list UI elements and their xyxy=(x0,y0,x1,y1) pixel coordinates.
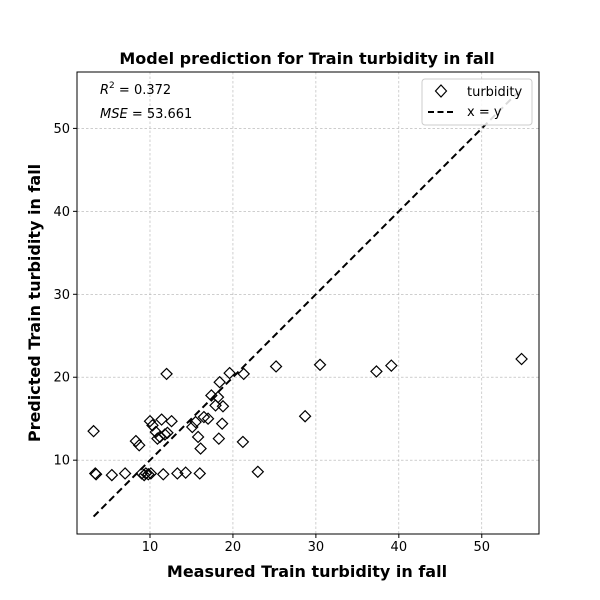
data-point xyxy=(251,465,265,479)
r2-symbol: R xyxy=(100,83,109,98)
r2-value: = 0.372 xyxy=(115,83,171,98)
data-point xyxy=(89,467,103,481)
ticks: 10 20 30 40 50 10 20 30 40 50 xyxy=(53,122,490,555)
data-point xyxy=(179,466,193,479)
data-point xyxy=(385,359,398,372)
data-point xyxy=(197,410,211,424)
data-point xyxy=(118,467,132,480)
x-tick-label: 10 xyxy=(142,540,159,555)
r2-annotation: R2 = 0.372 xyxy=(100,81,171,98)
data-point xyxy=(189,415,202,429)
x-axis-label: Measured Train turbidity in fall xyxy=(167,562,447,581)
data-point xyxy=(156,467,170,481)
data-point xyxy=(223,366,236,380)
y-tick-label: 20 xyxy=(53,371,70,386)
mse-annotation: MSE = 53.661 xyxy=(100,107,192,122)
data-point xyxy=(87,424,100,438)
identity-line xyxy=(92,87,523,518)
r2-superscript: 2 xyxy=(109,81,115,91)
data-point xyxy=(212,432,226,445)
data-point xyxy=(155,413,168,426)
data-point xyxy=(215,417,229,431)
x-tick-label: 30 xyxy=(308,540,325,555)
data-point xyxy=(139,467,153,480)
data-point xyxy=(236,435,250,449)
data-point xyxy=(132,438,146,452)
y-tick-label: 10 xyxy=(53,454,70,469)
legend-label-identity: x = y xyxy=(467,105,502,120)
data-point xyxy=(370,365,383,378)
data-point xyxy=(205,389,218,402)
legend-box xyxy=(421,78,533,126)
legend: turbidity x = y xyxy=(421,78,533,126)
grid xyxy=(77,72,539,534)
data-point xyxy=(193,467,207,480)
data-point xyxy=(216,399,230,413)
chart-title: Model prediction for Train turbidity in … xyxy=(119,49,494,68)
x-tick-label: 40 xyxy=(391,540,408,555)
y-axis-label: Predicted Train turbidity in fall xyxy=(25,164,44,442)
data-point xyxy=(161,426,174,440)
y-tick-label: 30 xyxy=(53,288,70,303)
x-tick-label: 50 xyxy=(473,540,490,555)
data-point xyxy=(237,367,251,381)
data-point xyxy=(185,420,199,434)
data-point xyxy=(144,467,158,480)
data-point xyxy=(269,360,283,373)
x-tick-label: 20 xyxy=(225,540,242,555)
y-tick-label: 40 xyxy=(53,205,70,220)
mse-value: = 53.661 xyxy=(128,107,193,122)
axes-frame xyxy=(76,71,540,535)
data-point xyxy=(213,375,227,389)
svg-text:MSE = 53.661: MSE = 53.661 xyxy=(100,107,192,122)
legend-diamond-icon xyxy=(434,84,448,98)
mse-symbol: MSE xyxy=(100,107,128,122)
data-point xyxy=(515,352,528,366)
data-point xyxy=(209,399,222,412)
data-point xyxy=(165,414,178,428)
data-point xyxy=(211,390,225,404)
plot-area xyxy=(87,87,528,518)
data-point xyxy=(146,418,159,432)
y-tick-label: 50 xyxy=(53,122,70,137)
data-point xyxy=(298,409,312,423)
legend-label-turbidity: turbidity xyxy=(467,85,523,100)
data-point xyxy=(191,430,205,444)
data-point xyxy=(105,468,119,482)
data-point xyxy=(141,467,155,481)
data-point xyxy=(143,414,157,428)
data-point xyxy=(201,412,215,426)
data-point xyxy=(194,442,207,455)
data-point xyxy=(313,358,327,372)
data-point xyxy=(160,367,173,381)
svg-text:R2 = 0.372: R2 = 0.372 xyxy=(100,81,171,98)
